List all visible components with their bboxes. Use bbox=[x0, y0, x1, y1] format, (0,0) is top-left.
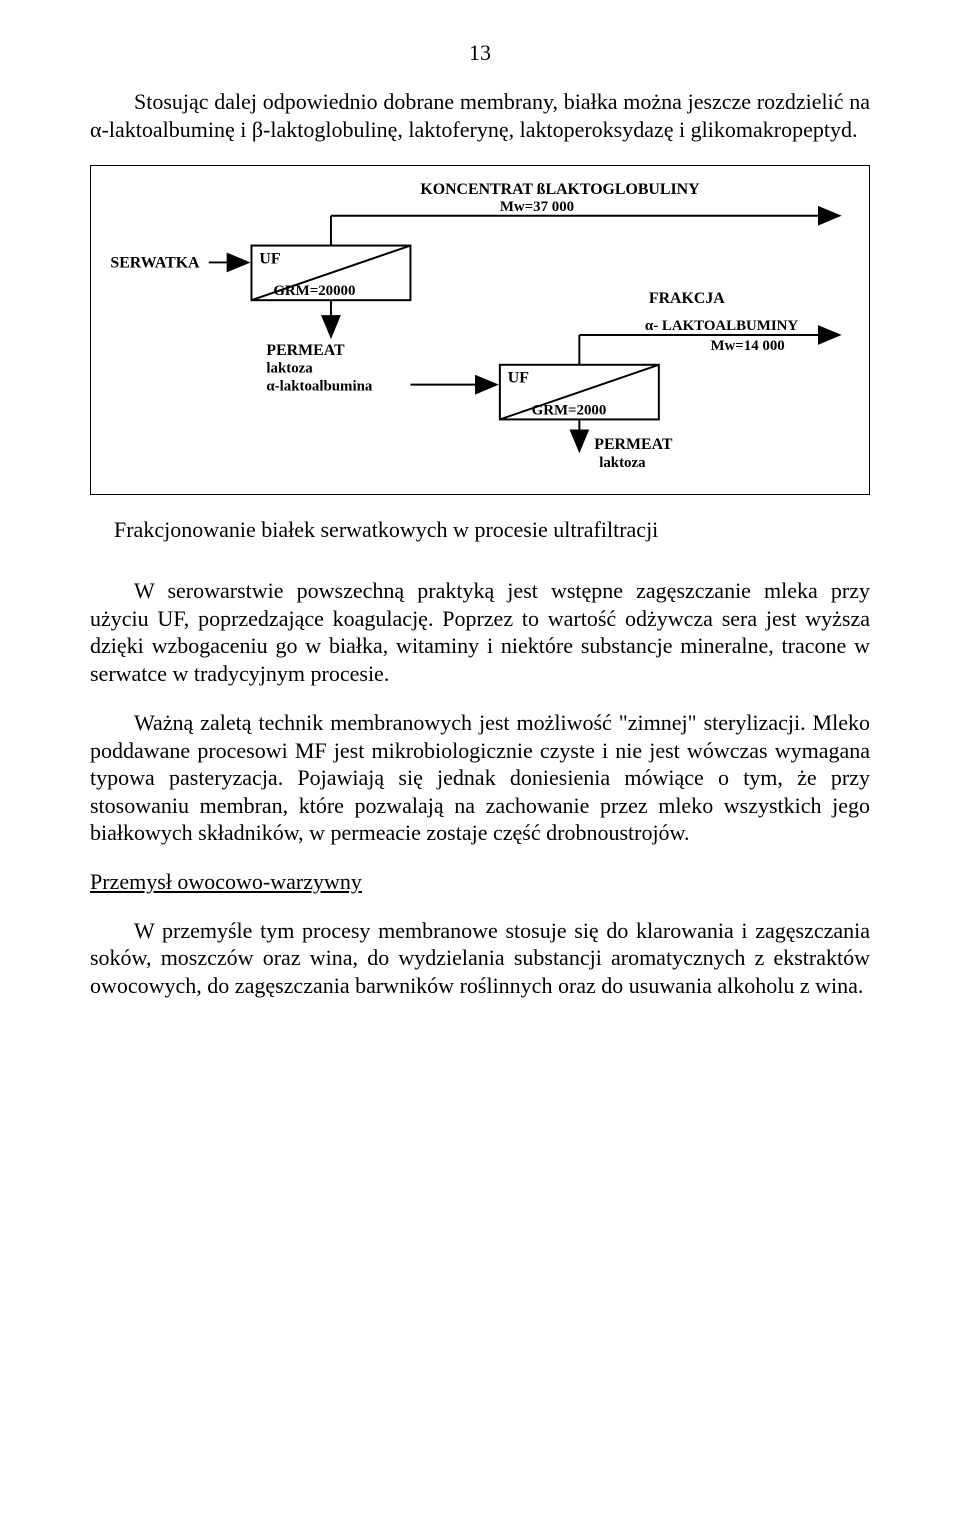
paragraph-1: W serowarstwie powszechną praktyką jest … bbox=[90, 577, 870, 687]
permeat1-title: PERMEAT bbox=[266, 342, 345, 359]
section-heading: Przemysł owocowo-warzywny bbox=[90, 869, 870, 895]
permeat2-title: PERMEAT bbox=[594, 436, 673, 453]
koncentrat-title: KONCENTRAT ßLAKTOGLOBULINY bbox=[420, 181, 700, 198]
frakcja-title: FRAKCJA bbox=[649, 290, 725, 307]
process-diagram: SERWATKA UF GRM=20000 KONCENTRAT ßLAKTOG… bbox=[90, 165, 870, 495]
uf2-label: UF bbox=[508, 370, 529, 387]
document-page: 13 Stosując dalej odpowiednio dobrane me… bbox=[0, 0, 960, 1526]
frakcja-line1: α- LAKTOALBUMINY bbox=[645, 318, 798, 334]
frakcja-mw: Mw=14 000 bbox=[711, 338, 785, 354]
permeat2-line1: laktoza bbox=[599, 455, 646, 471]
intro-paragraph: Stosując dalej odpowiednio dobrane membr… bbox=[90, 88, 870, 143]
permeat1-line1: laktoza bbox=[266, 361, 313, 377]
permeat1-line2: α-laktoalbumina bbox=[266, 379, 373, 395]
uf1-label: UF bbox=[259, 250, 280, 267]
diagram-svg: SERWATKA UF GRM=20000 KONCENTRAT ßLAKTOG… bbox=[101, 176, 859, 484]
page-number: 13 bbox=[90, 40, 870, 66]
diagram-caption: Frakcjonowanie białek serwatkowych w pro… bbox=[114, 517, 870, 543]
koncentrat-mw: Mw=37 000 bbox=[500, 199, 574, 215]
paragraph-2: Ważną zaletą technik membranowych jest m… bbox=[90, 709, 870, 847]
label-serwatka: SERWATKA bbox=[110, 254, 200, 271]
paragraph-3: W przemyśle tym procesy membranowe stosu… bbox=[90, 917, 870, 1000]
grm1-label: GRM=20000 bbox=[273, 283, 355, 299]
grm2-label: GRM=2000 bbox=[532, 402, 607, 418]
